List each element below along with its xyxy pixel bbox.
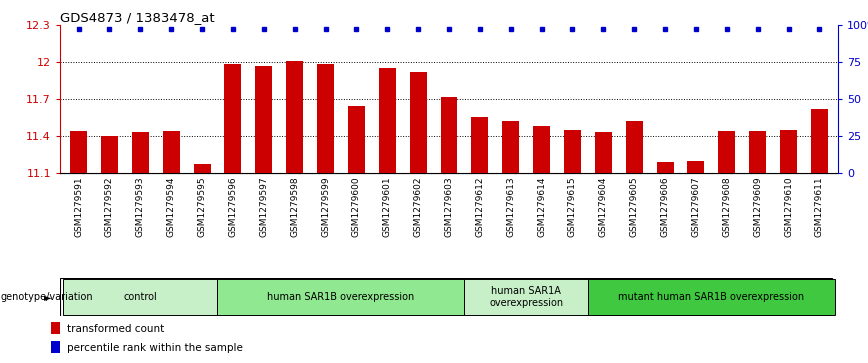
Bar [51, 322, 60, 334]
Text: GSM1279609: GSM1279609 [753, 176, 762, 237]
Text: genotype/variation: genotype/variation [1, 292, 94, 302]
Text: GDS4873 / 1383478_at: GDS4873 / 1383478_at [60, 11, 214, 24]
Text: human SAR1B overexpression: human SAR1B overexpression [267, 292, 415, 302]
Bar [162, 131, 180, 173]
Text: GSM1279611: GSM1279611 [815, 176, 824, 237]
Text: GSM1279603: GSM1279603 [444, 176, 453, 237]
Text: GSM1279594: GSM1279594 [167, 176, 175, 237]
Text: GSM1279612: GSM1279612 [476, 176, 484, 237]
Bar [595, 132, 612, 173]
Bar [503, 121, 519, 173]
Text: GSM1279595: GSM1279595 [198, 176, 207, 237]
Bar [588, 279, 835, 315]
Text: GSM1279597: GSM1279597 [260, 176, 268, 237]
Bar [70, 131, 87, 173]
Text: control: control [123, 292, 157, 302]
Bar [719, 131, 735, 173]
Bar [780, 130, 797, 173]
Text: GSM1279602: GSM1279602 [414, 176, 423, 237]
Text: GSM1279607: GSM1279607 [692, 176, 700, 237]
Bar [533, 126, 550, 173]
Text: GSM1279593: GSM1279593 [135, 176, 145, 237]
Text: percentile rank within the sample: percentile rank within the sample [67, 343, 243, 353]
Bar [378, 68, 396, 173]
Bar [132, 132, 148, 173]
Text: GSM1279598: GSM1279598 [290, 176, 299, 237]
Bar [564, 130, 581, 173]
Bar [63, 279, 218, 315]
Text: GSM1279604: GSM1279604 [599, 176, 608, 237]
Bar [286, 61, 303, 173]
Bar [317, 65, 334, 173]
Text: GSM1279613: GSM1279613 [506, 176, 516, 237]
Bar [225, 65, 241, 173]
Bar [811, 109, 828, 173]
Text: GSM1279596: GSM1279596 [228, 176, 237, 237]
Bar [626, 121, 642, 173]
Text: GSM1279614: GSM1279614 [537, 176, 546, 237]
Text: GSM1279610: GSM1279610 [784, 176, 793, 237]
Text: human SAR1A
overexpression: human SAR1A overexpression [490, 286, 563, 308]
Text: GSM1279608: GSM1279608 [722, 176, 732, 237]
Bar [348, 106, 365, 173]
Bar [218, 279, 464, 315]
Bar [749, 131, 766, 173]
Bar [471, 118, 489, 173]
Bar [101, 136, 118, 173]
Text: GSM1279615: GSM1279615 [568, 176, 577, 237]
Text: transformed count: transformed count [67, 324, 164, 334]
Text: GSM1279600: GSM1279600 [352, 176, 361, 237]
Text: GSM1279592: GSM1279592 [105, 176, 114, 237]
Text: GSM1279591: GSM1279591 [74, 176, 83, 237]
Bar [440, 97, 457, 173]
Text: GSM1279599: GSM1279599 [321, 176, 330, 237]
Bar [656, 162, 674, 173]
Bar [255, 66, 273, 173]
Bar [194, 164, 211, 173]
Text: GSM1279606: GSM1279606 [661, 176, 669, 237]
Text: mutant human SAR1B overexpression: mutant human SAR1B overexpression [618, 292, 805, 302]
Text: ►: ► [43, 292, 51, 302]
Text: GSM1279601: GSM1279601 [383, 176, 391, 237]
Bar [410, 72, 426, 173]
Bar [51, 341, 60, 353]
Bar [687, 161, 705, 173]
Text: GSM1279605: GSM1279605 [630, 176, 639, 237]
Bar [464, 279, 588, 315]
